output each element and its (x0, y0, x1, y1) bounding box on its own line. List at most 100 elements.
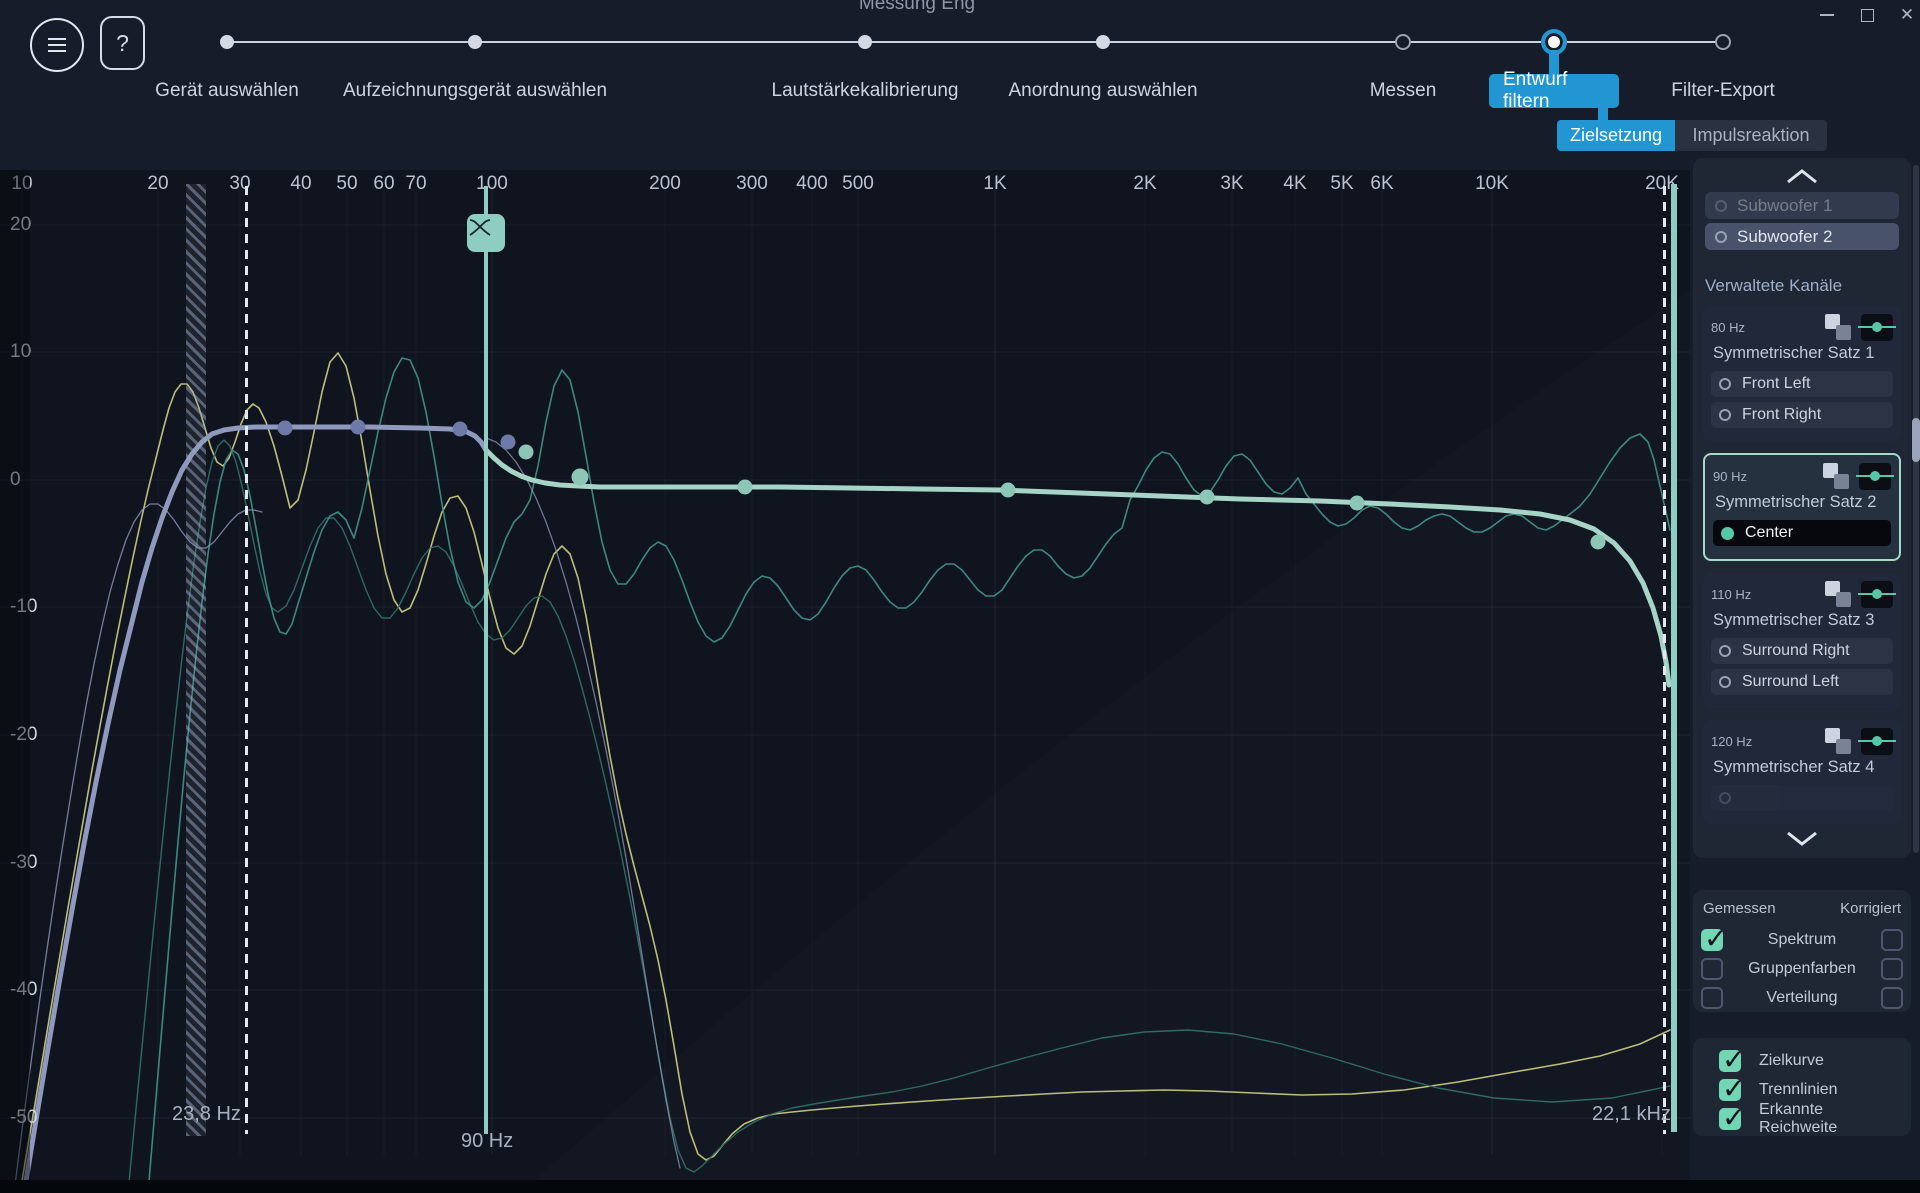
window-title: Messung Eng (858, 0, 976, 14)
high-range-label: 22,1 kHz (1592, 1103, 1671, 1125)
step-label-2[interactable]: Aufzeichnungsgerät auswählen (342, 80, 608, 101)
db-tick--10: -10 (10, 596, 38, 617)
target-control-point-5[interactable] (518, 444, 534, 460)
freq-tick-70: 70 (405, 173, 427, 194)
checkbox-measured-verteilung[interactable] (1701, 986, 1723, 1009)
freq-tick-60: 60 (373, 173, 395, 194)
sidebar-scrollbar-track[interactable] (1913, 165, 1919, 853)
checkbox-corrected-spektrum[interactable] (1881, 928, 1903, 951)
freq-tick-500: 500 (842, 173, 874, 194)
target-control-point-9[interactable] (1199, 489, 1215, 505)
sub-target-curve[interactable] (21, 424, 489, 1193)
maximize-button[interactable] (1854, 4, 1880, 26)
target-control-point-11[interactable] (1590, 534, 1606, 550)
help-button[interactable]: ? (100, 16, 145, 70)
step-dot-1[interactable] (220, 35, 234, 49)
checkbox-measured-spektrum[interactable] (1701, 922, 1727, 955)
tab-zielsetzung[interactable]: Zielsetzung (1557, 120, 1675, 151)
unmanaged-channel-list: Subwoofer 1 Subwoofer 2 (1703, 192, 1901, 250)
step-dot-4[interactable] (1096, 35, 1110, 49)
group-card-3[interactable]: 110 Hz Symmetrischer Satz 3 Surround Right… (1703, 573, 1901, 708)
target-control-point-2[interactable] (350, 419, 366, 435)
group-color-node-icon[interactable] (1858, 580, 1896, 608)
group-title: Symmetrischer Satz 3 (1713, 611, 1875, 629)
step-label-7[interactable]: Filter-Export (1671, 80, 1775, 101)
sidebar-scrollbar-thumb[interactable] (1912, 418, 1920, 462)
channel-circle-icon (1719, 409, 1731, 421)
freq-tick-2K: 2K (1133, 173, 1157, 194)
target-control-point-10[interactable] (1349, 495, 1365, 511)
step-label-3[interactable]: Lautstärkekalibrierung (771, 80, 959, 101)
crossover-handle[interactable] (467, 214, 505, 252)
scroll-down-button[interactable] (1693, 830, 1911, 850)
group-title: Symmetrischer Satz 2 (1715, 493, 1877, 511)
channel-row-surround-right[interactable]: Surround Right (1711, 638, 1893, 664)
crossover-icon (469, 219, 491, 236)
target-control-point-6[interactable] (571, 468, 589, 486)
step-label-5[interactable]: Messen (1369, 80, 1437, 101)
background-watermark (520, 290, 1690, 1193)
minimize-button[interactable] (1814, 4, 1840, 26)
scroll-up-button[interactable] (1703, 168, 1901, 188)
freq-tick-10K: 10K (1475, 173, 1509, 194)
step-dot-3[interactable] (858, 35, 872, 49)
target-control-point-3[interactable] (452, 421, 468, 437)
channel-row-front-right[interactable]: Front Right (1711, 402, 1893, 428)
group-card-4[interactable]: 120 Hz Symmetrischer Satz 4 (1703, 720, 1901, 824)
channel-row-subwoofer-2[interactable]: Subwoofer 2 (1705, 223, 1899, 250)
channel-active-dot-icon (1721, 526, 1734, 540)
channel-row-subwoofer-1[interactable]: Subwoofer 1 (1705, 192, 1899, 219)
detected-range-low-line (245, 186, 248, 1134)
checkbox-erkannte-reichweite[interactable] (1719, 1101, 1745, 1134)
checkbox-trennlinien[interactable] (1719, 1072, 1745, 1105)
target-control-point-1[interactable] (277, 420, 293, 436)
tab-impulsreaktion[interactable]: Impulsreaktion (1675, 120, 1827, 151)
channel-row-front-left[interactable]: Front Left (1711, 371, 1893, 397)
channel-row-hidden[interactable] (1711, 785, 1893, 811)
group-card-1[interactable]: 80 Hz Symmetrischer Satz 1 Front Left Front… (1703, 306, 1901, 441)
step-label-active[interactable]: Entwurf filtern (1489, 69, 1619, 112)
detected-range-high-line[interactable] (1671, 184, 1677, 1132)
main-target-curve[interactable] (483, 447, 1672, 688)
step-dot-5[interactable] (1395, 34, 1411, 50)
step-label-4[interactable]: Anordnung auswählen (1008, 80, 1198, 101)
frequency-response-chart[interactable]: 23,8 Hz 90 Hz 22,1 kHz 10 20 30 40 50 60 70 100… (0, 170, 1690, 1193)
channel-label: Front Left (1742, 375, 1811, 392)
checkbox-corrected-gruppenfarben[interactable] (1881, 957, 1903, 980)
freq-tick-50: 50 (336, 173, 358, 194)
hamburger-menu-button[interactable] (30, 18, 84, 72)
teal-sub-measured (127, 439, 1671, 1193)
group-card-2[interactable]: 90 Hz Symmetrischer Satz 2 Center (1703, 453, 1901, 561)
display-options-panel: Zielkurve Trennlinien Erkannte Reichweite (1693, 1038, 1911, 1136)
step-dot-7[interactable] (1715, 34, 1731, 50)
group-title: Symmetrischer Satz 1 (1713, 344, 1875, 362)
crossover-line[interactable] (484, 186, 488, 1134)
channel-row-surround-left[interactable]: Surround Left (1711, 669, 1893, 695)
step-dot-2[interactable] (468, 35, 482, 49)
target-control-point-8[interactable] (1000, 482, 1016, 498)
freq-tick-6K: 6K (1370, 173, 1394, 194)
group-color-node-icon[interactable] (1858, 727, 1896, 755)
channel-label: Surround Left (1742, 673, 1839, 690)
group-color-node-icon[interactable] (1856, 462, 1894, 490)
checkbox-measured-gruppenfarben[interactable] (1701, 957, 1723, 980)
checkbox-zielkurve[interactable] (1719, 1043, 1745, 1076)
checkbox-corrected-verteilung[interactable] (1881, 986, 1903, 1009)
spectrum-options-panel: Gemessen Korrigiert Spektrum Gruppenfarbe… (1693, 890, 1911, 1012)
channel-row-center[interactable]: Center (1713, 520, 1891, 546)
db-tick--50: -50 (10, 1107, 38, 1128)
freq-tick-5K: 5K (1330, 173, 1354, 194)
db-tick--30: -30 (10, 852, 38, 873)
channel-label: Subwoofer 1 (1737, 195, 1833, 215)
group-color-node-icon[interactable] (1858, 313, 1896, 341)
step-label-1[interactable]: Gerät auswählen (155, 80, 299, 101)
freq-tick-20K: 20K (1645, 173, 1679, 194)
close-button[interactable]: ✕ (1899, 5, 1915, 24)
periwinkle-sub-rolloff (485, 437, 681, 1169)
group-channels-icon (1825, 581, 1851, 607)
target-control-point-7[interactable] (737, 479, 753, 495)
target-control-point-4[interactable] (500, 434, 516, 450)
db-tick-10: 10 (10, 341, 32, 362)
db-tick--20: -20 (10, 724, 38, 745)
maximize-icon (1860, 8, 1874, 22)
